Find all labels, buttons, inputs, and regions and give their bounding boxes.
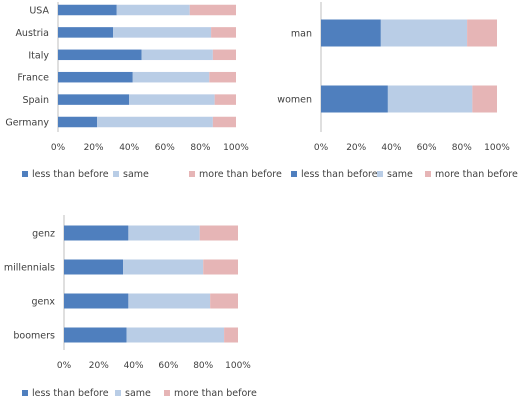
x-tick-label: 80% <box>452 143 472 153</box>
bar-segment-Germany-more <box>212 116 236 128</box>
x-tick-label: 80% <box>193 361 213 371</box>
x-tick-label: 0% <box>57 361 72 371</box>
category-label-women: women <box>277 95 312 106</box>
legend-label-less: less than before <box>301 169 378 180</box>
bar-segment-USA-same <box>116 4 190 16</box>
legend-swatch-same <box>115 390 121 396</box>
x-tick-label: 20% <box>346 143 366 153</box>
legend-label-less: less than before <box>32 169 109 180</box>
legend-label-same: same <box>123 169 149 180</box>
x-tick-label: 20% <box>89 361 109 371</box>
x-tick-label: 60% <box>158 361 178 371</box>
chart-gender: man women 0% 20% 40% 60% 80% 100% less than befo… <box>277 2 518 180</box>
bar-segment-genz-same <box>128 225 200 241</box>
category-label-France: France <box>17 73 49 84</box>
x-tick-label: 100% <box>225 361 251 371</box>
bar-segment-millennials-more <box>203 259 238 275</box>
bar-segment-USA-more <box>189 4 236 16</box>
bar-segment-Austria-less <box>58 27 114 38</box>
legend-swatch-more <box>164 390 170 396</box>
x-tick-label: 20% <box>84 143 104 153</box>
bar-segment-Germany-same <box>97 116 213 128</box>
legend-swatch-same <box>113 171 119 177</box>
bar-segment-Spain-less <box>58 94 130 105</box>
x-tick-label: 100% <box>484 143 510 153</box>
category-label-Austria: Austria <box>15 28 49 39</box>
bar-segment-man-same <box>380 19 468 47</box>
legend-swatch-more <box>189 171 195 177</box>
bar-segment-France-same <box>132 71 210 83</box>
bar-segment-Italy-less <box>58 49 142 61</box>
chart-generation: genz millennials genx boomers 0% 20% 40% 60% 80%… <box>4 215 257 399</box>
bar-segment-France-more <box>209 71 236 83</box>
legend-swatch-more <box>425 171 431 177</box>
x-tick-label: 0% <box>314 143 329 153</box>
legend-swatch-less <box>22 390 28 396</box>
legend-label-less: less than before <box>32 388 109 399</box>
bar-segment-France-less <box>58 71 133 83</box>
bar-segment-genx-more <box>210 293 238 309</box>
bar-segment-boomers-more <box>224 327 238 343</box>
x-tick-label: 40% <box>124 361 144 371</box>
legend-swatch-same <box>377 171 383 177</box>
category-label-boomers: boomers <box>13 331 55 342</box>
bar-segment-boomers-same <box>126 327 225 343</box>
bar-segment-women-less <box>321 85 388 113</box>
bar-segment-Spain-more <box>214 94 236 105</box>
bar-segment-millennials-less <box>64 259 124 275</box>
bar-segment-genz-less <box>64 225 129 241</box>
legend-swatch-less <box>291 171 297 177</box>
bar-segment-Spain-same <box>129 94 215 105</box>
legend-label-more: more than before <box>199 169 282 180</box>
x-tick-label: 100% <box>223 143 249 153</box>
bar-segment-Italy-more <box>212 49 236 61</box>
bar-segment-Italy-same <box>141 49 213 61</box>
category-label-genz: genz <box>32 229 55 240</box>
category-label-genx: genx <box>31 297 55 308</box>
bar-segment-genx-less <box>64 293 129 309</box>
bar-segment-Austria-same <box>113 27 212 38</box>
category-label-millennials: millennials <box>4 263 55 274</box>
chart-country: USA Austria Italy France Spain Germany 0% 20% 40… <box>5 2 282 180</box>
category-label-man: man <box>291 29 312 40</box>
category-label-Italy: Italy <box>28 50 49 61</box>
bar-segment-USA-less <box>58 4 117 16</box>
legend-label-more: more than before <box>174 388 257 399</box>
x-tick-label: 80% <box>190 143 210 153</box>
legend-label-same: same <box>387 169 413 180</box>
category-label-Germany: Germany <box>5 118 49 129</box>
x-tick-label: 60% <box>155 143 175 153</box>
bar-segment-Austria-more <box>211 27 236 38</box>
bar-segment-man-more <box>467 19 497 47</box>
bar-segment-genx-same <box>128 293 211 309</box>
bar-segment-man-less <box>321 19 381 47</box>
bar-segment-boomers-less <box>64 327 127 343</box>
x-tick-label: 40% <box>119 143 139 153</box>
category-label-Spain: Spain <box>22 95 49 106</box>
x-tick-label: 60% <box>417 143 437 153</box>
bar-segment-millennials-same <box>123 259 204 275</box>
legend-swatch-less <box>22 171 28 177</box>
x-tick-label: 0% <box>51 143 66 153</box>
bar-segment-Germany-less <box>58 116 98 128</box>
legend-label-more: more than before <box>435 169 518 180</box>
bar-segment-genz-more <box>199 225 238 241</box>
x-tick-label: 40% <box>381 143 401 153</box>
category-label-USA: USA <box>29 6 49 17</box>
bar-segment-women-same <box>387 85 473 113</box>
legend-label-same: same <box>125 388 151 399</box>
bar-segment-women-more <box>472 85 497 113</box>
